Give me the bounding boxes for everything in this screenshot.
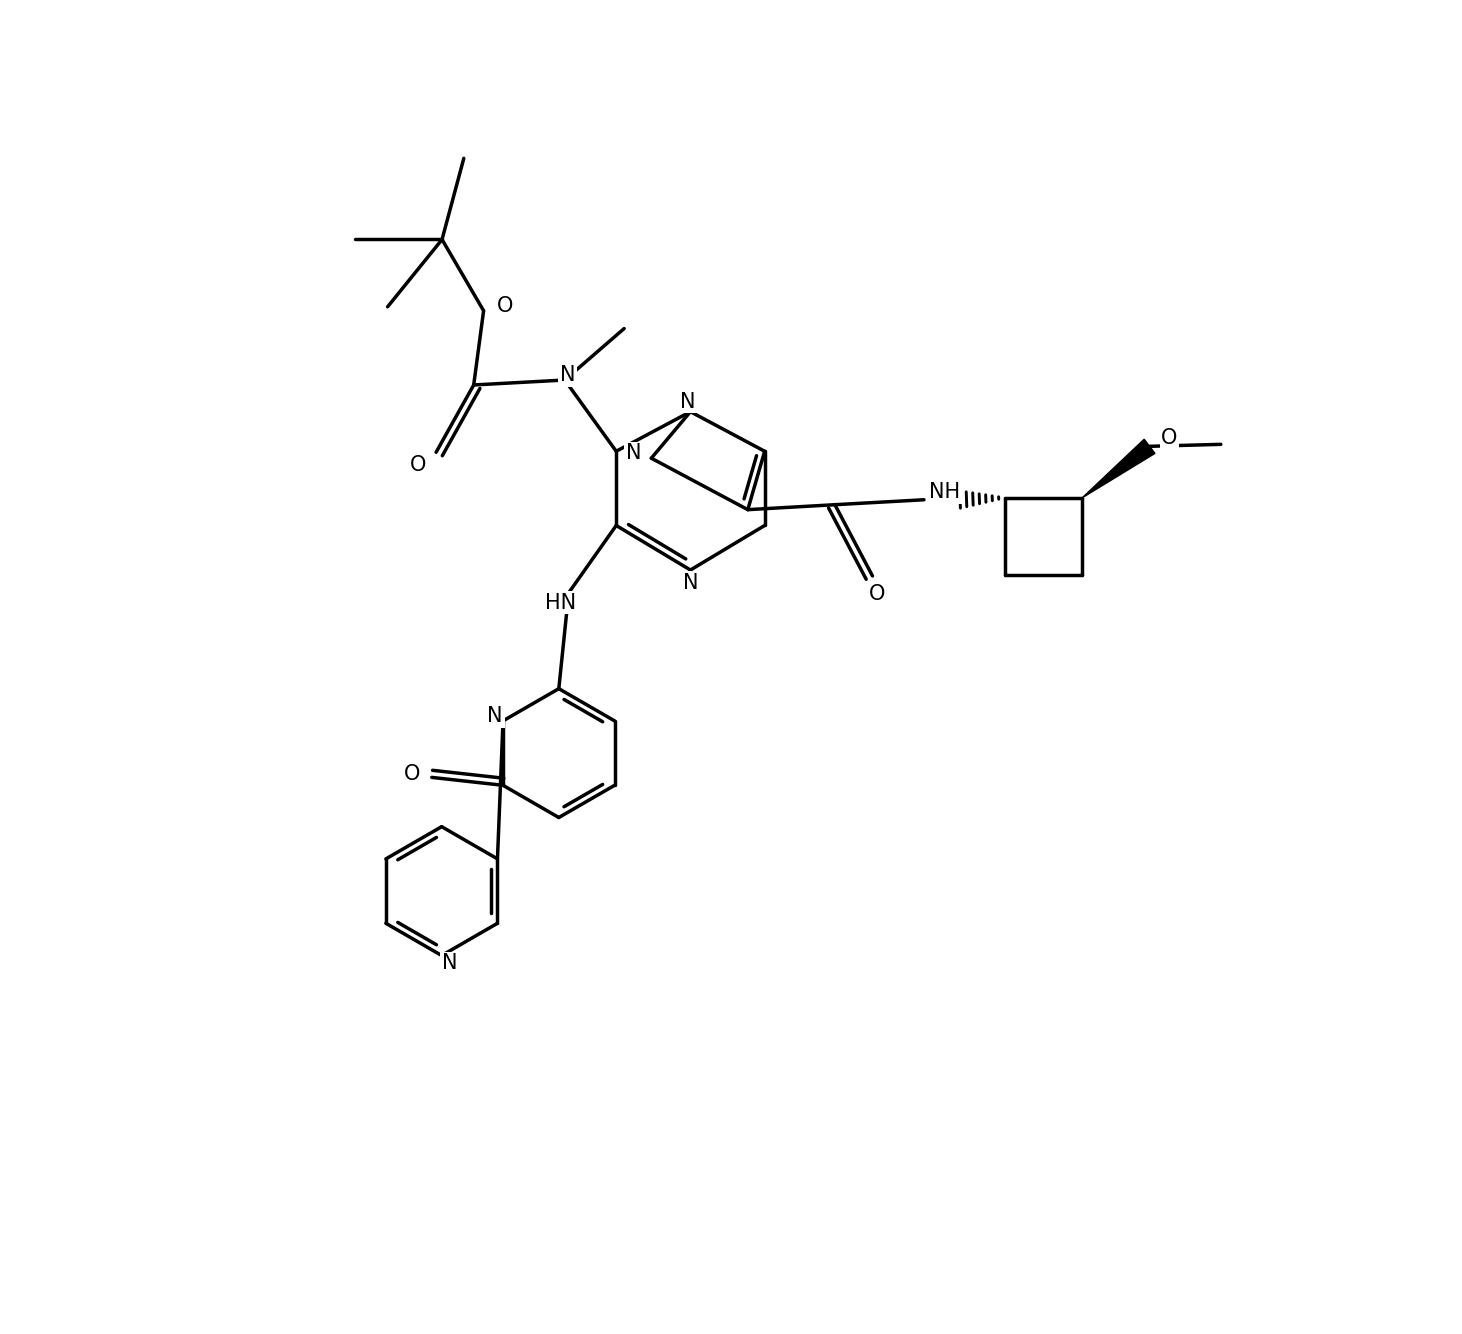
Text: O: O bbox=[497, 296, 513, 316]
Text: O: O bbox=[1161, 428, 1177, 448]
Text: O: O bbox=[411, 455, 427, 475]
Text: N: N bbox=[626, 443, 642, 463]
Text: O: O bbox=[870, 584, 886, 604]
Text: N: N bbox=[560, 366, 576, 386]
Text: N: N bbox=[680, 392, 696, 412]
Text: O: O bbox=[404, 764, 420, 784]
Text: N: N bbox=[683, 572, 699, 592]
Text: NH: NH bbox=[928, 482, 961, 502]
Text: N: N bbox=[442, 954, 458, 974]
Text: HN: HN bbox=[545, 592, 576, 612]
Text: N: N bbox=[487, 706, 503, 726]
Polygon shape bbox=[1082, 439, 1155, 498]
